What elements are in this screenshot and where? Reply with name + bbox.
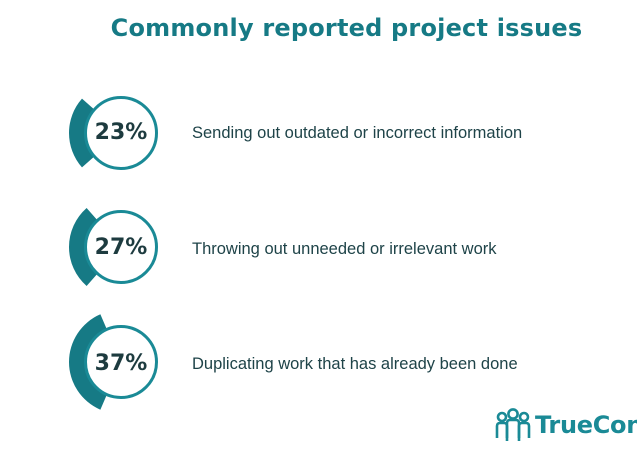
percentage-label-2: 27% (94, 235, 148, 260)
issue-row: 23% Sending out outdated or incorrect in… (0, 86, 637, 196)
brand-name: TrueConf (535, 411, 637, 439)
chart-title: Commonly reported project issues (110, 14, 583, 42)
inner-ring-3 (84, 325, 158, 399)
issue-row: 27% Throwing out unneeded or irrelevant … (0, 198, 637, 308)
percentage-label-1: 23% (94, 120, 148, 145)
inner-ring-2 (84, 210, 158, 284)
percentage-arc-1 (69, 98, 94, 168)
donut-chart-1 (69, 96, 158, 170)
people-group-icon (495, 408, 531, 441)
donut-chart-3 (68, 314, 158, 410)
issue-row: 37% Duplicating work that has already be… (0, 312, 637, 422)
inner-ring-1 (84, 96, 158, 170)
donut-chart-2 (68, 207, 158, 287)
issue-label-2: Throwing out unneeded or irrelevant work (192, 240, 497, 258)
issue-label-1: Sending out outdated or incorrect inform… (192, 124, 523, 142)
percentage-label-3: 37% (94, 351, 148, 376)
issue-label-3: Duplicating work that has already been d… (192, 355, 518, 373)
